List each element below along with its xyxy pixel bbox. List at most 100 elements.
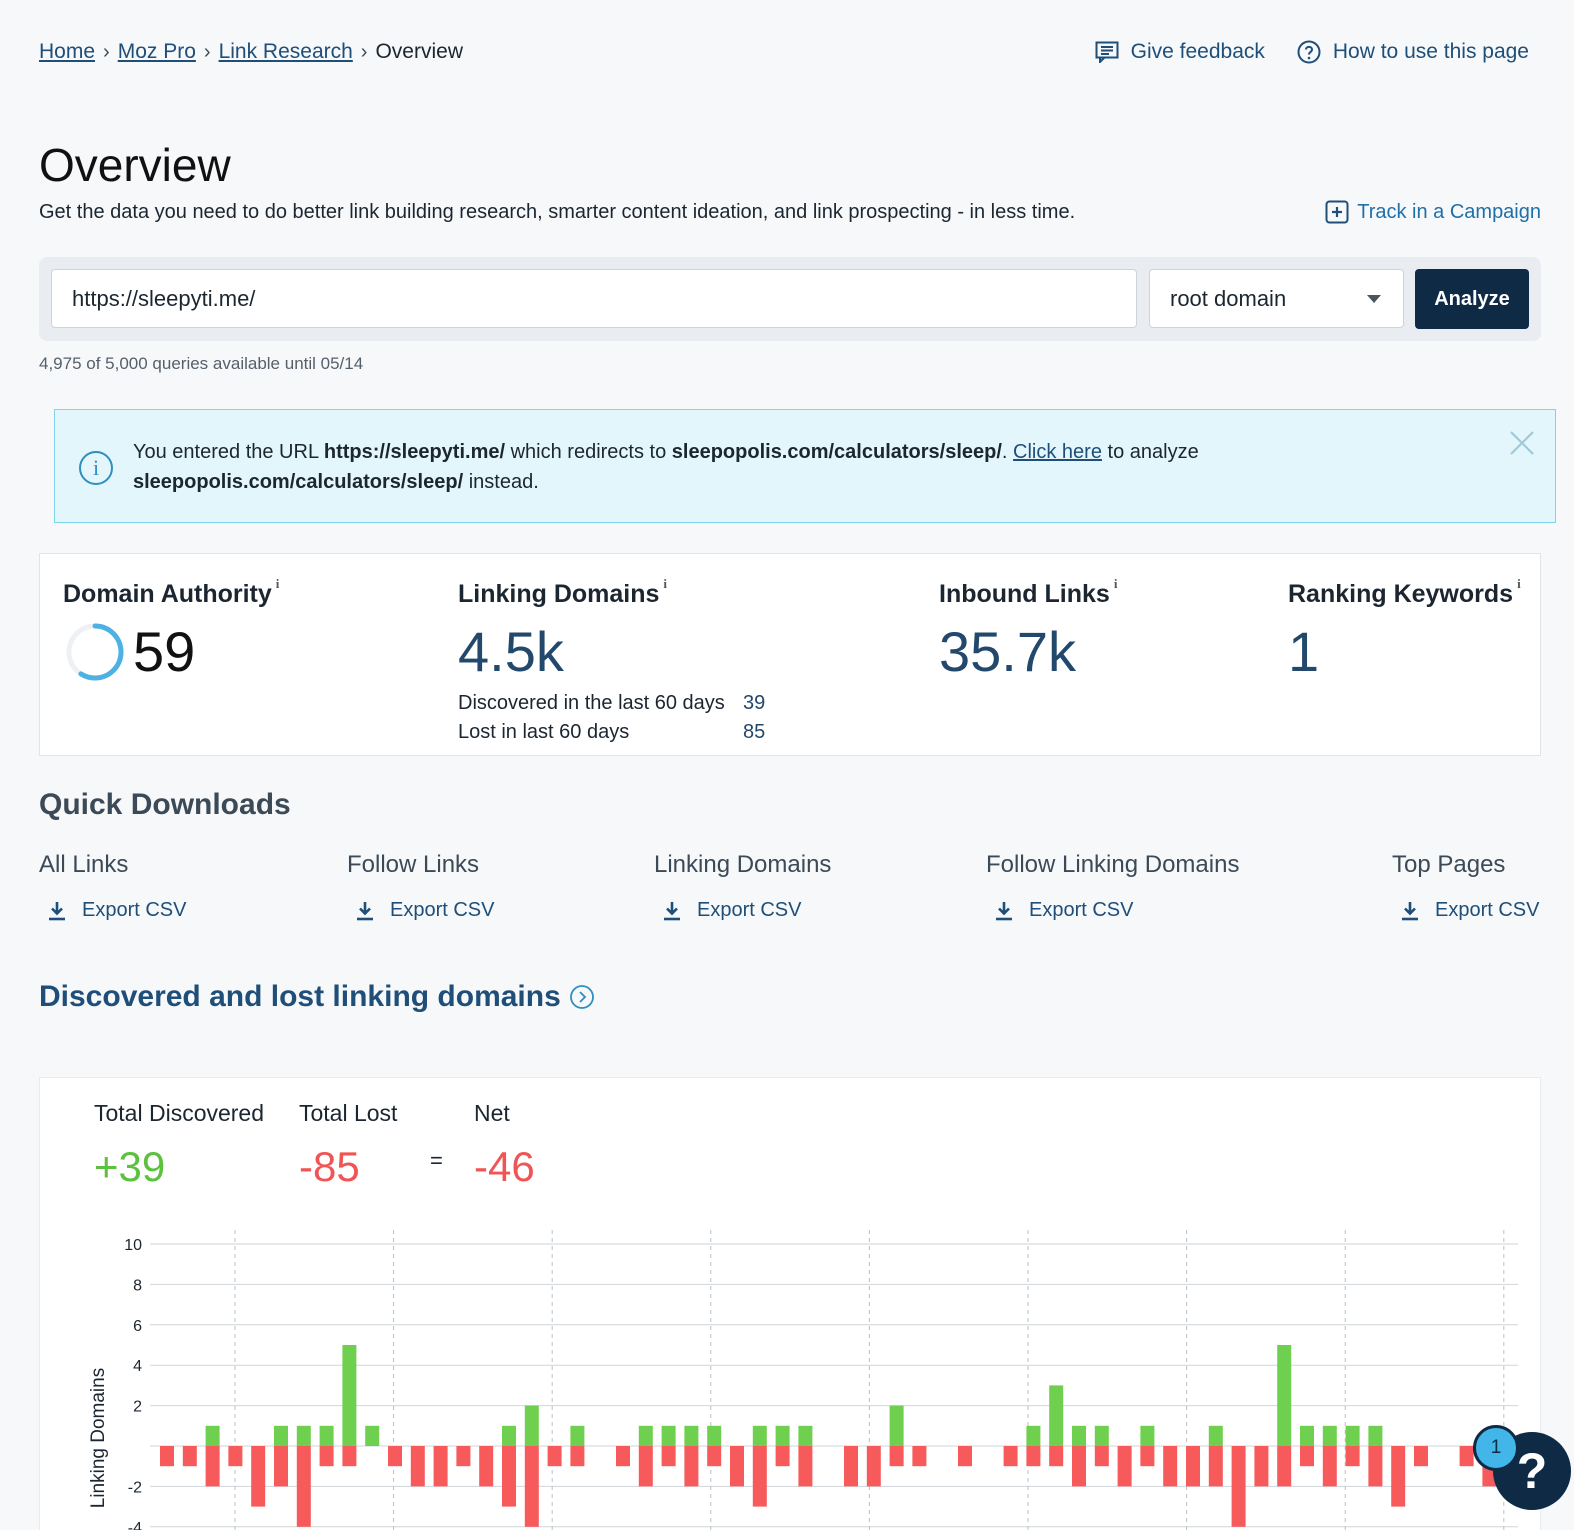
alert-redirect-url: sleepopolis.com/calculators/sleep/ bbox=[671, 441, 1002, 463]
discovered-bar bbox=[1094, 1425, 1109, 1446]
alert-text-2: which redirects to bbox=[505, 441, 672, 463]
scope-select[interactable]: root domain bbox=[1149, 269, 1404, 328]
export-csv-label: Export CSV bbox=[697, 899, 802, 921]
click-here-link[interactable]: Click here bbox=[1013, 441, 1102, 463]
lost-bar bbox=[479, 1446, 494, 1487]
metric-inbound-links: Inbound Links i 35.7k bbox=[939, 576, 1117, 684]
lost-bar bbox=[616, 1446, 630, 1467]
chevron-circle-right-icon bbox=[569, 985, 594, 1009]
lost-bar bbox=[274, 1446, 288, 1487]
export-csv-button[interactable]: Export CSV bbox=[39, 899, 186, 922]
breadcrumb-moz-pro[interactable]: Moz Pro bbox=[117, 40, 196, 63]
redirect-alert: i You entered the URL https://sleepyti.m… bbox=[54, 409, 1556, 523]
lost-bar bbox=[251, 1446, 266, 1507]
ranking-keywords-value: 1 bbox=[1288, 620, 1320, 683]
discovered-lost-section-link[interactable]: Discovered and lost linking domains bbox=[39, 980, 595, 1014]
info-icon[interactable]: i bbox=[1113, 576, 1118, 591]
breadcrumb-link-research[interactable]: Link Research bbox=[218, 40, 353, 63]
alert-message: You entered the URL https://sleepyti.me/… bbox=[133, 437, 1393, 497]
discovered-bar bbox=[1368, 1425, 1383, 1446]
lost-bar bbox=[1300, 1446, 1314, 1467]
info-icon[interactable]: i bbox=[663, 576, 668, 591]
discovered-bar bbox=[775, 1425, 790, 1446]
give-feedback-link[interactable]: Give feedback bbox=[1095, 40, 1265, 64]
lost-bar bbox=[1072, 1446, 1086, 1487]
alert-text-4: to analyze bbox=[1101, 441, 1199, 463]
lost-bar bbox=[502, 1446, 516, 1507]
page-title: Overview bbox=[39, 139, 231, 191]
download-top-pages: Top Pages Export CSV bbox=[1392, 851, 1539, 922]
inbound-links-value: 35.7k bbox=[939, 620, 1076, 683]
chevron-right-icon: › bbox=[203, 40, 211, 63]
lost-bar bbox=[570, 1446, 585, 1467]
lost-bar bbox=[1254, 1446, 1269, 1487]
lost-bar bbox=[410, 1446, 425, 1487]
lost-bar bbox=[1414, 1446, 1428, 1467]
metric-linking-domains: Linking Domains i 4.5k Discovered in the … bbox=[458, 576, 765, 744]
y-tick-label: 6 bbox=[133, 1318, 142, 1335]
export-csv-label: Export CSV bbox=[1029, 899, 1134, 921]
discovered-bar bbox=[1277, 1345, 1292, 1446]
lost-bar bbox=[1459, 1446, 1474, 1467]
discovered-bar bbox=[684, 1425, 699, 1446]
download-icon bbox=[49, 901, 65, 920]
analyze-button[interactable]: Analyze bbox=[1415, 269, 1529, 329]
close-icon[interactable] bbox=[1509, 430, 1535, 456]
lost-bar bbox=[1345, 1446, 1360, 1467]
discovered-bar bbox=[638, 1425, 653, 1446]
lost-bar bbox=[319, 1446, 334, 1467]
discovered-bar bbox=[1322, 1425, 1337, 1446]
lost-bar bbox=[730, 1446, 744, 1487]
lost-bar bbox=[456, 1446, 471, 1467]
discovered-value: 39 bbox=[743, 692, 766, 714]
track-in-campaign-link[interactable]: Track in a Campaign bbox=[1325, 200, 1541, 224]
info-icon: i bbox=[79, 451, 113, 485]
total-discovered-label: Total Discovered bbox=[94, 1100, 265, 1126]
info-icon[interactable]: i bbox=[1517, 576, 1521, 591]
total-lost-value: -85 bbox=[299, 1143, 360, 1190]
download-name: All Links bbox=[39, 851, 129, 878]
discovered-bar bbox=[342, 1345, 357, 1446]
discovered-row: Discovered in the last 60 days 39 bbox=[458, 692, 765, 715]
page-subtitle: Get the data you need to do better link … bbox=[39, 201, 1076, 223]
lost-bar bbox=[1117, 1446, 1132, 1487]
how-to-use-label: How to use this page bbox=[1332, 40, 1529, 63]
lost-bar bbox=[684, 1446, 699, 1487]
lost-bar bbox=[707, 1446, 722, 1467]
export-csv-button[interactable]: Export CSV bbox=[1392, 899, 1539, 922]
add-box-icon bbox=[1325, 200, 1349, 224]
discovered-bar bbox=[524, 1405, 539, 1446]
export-csv-button[interactable]: Export CSV bbox=[986, 899, 1239, 922]
y-tick-label: 8 bbox=[133, 1277, 142, 1294]
lost-bar bbox=[661, 1446, 676, 1467]
discovered-bar bbox=[798, 1425, 813, 1446]
caret-down-icon bbox=[1367, 295, 1381, 303]
y-axis-label: Linking Domains bbox=[88, 1368, 109, 1508]
lost-bar bbox=[160, 1446, 174, 1467]
lost-bar bbox=[182, 1446, 197, 1467]
export-csv-button[interactable]: Export CSV bbox=[654, 899, 831, 922]
alert-entered-url: https://sleepyti.me/ bbox=[323, 441, 506, 463]
top-links: Give feedback How to use this page bbox=[1095, 40, 1529, 64]
lost-bar bbox=[1231, 1446, 1246, 1527]
breadcrumb: Home › Moz Pro › Link Research › Overvie… bbox=[39, 40, 463, 64]
breadcrumb-home[interactable]: Home bbox=[39, 40, 96, 63]
url-input[interactable] bbox=[51, 269, 1137, 328]
lost-bar bbox=[342, 1446, 357, 1467]
linking-domains-value: 4.5k bbox=[458, 620, 564, 683]
lost-bar bbox=[844, 1446, 858, 1487]
linking-domains-chart-card: Total Discovered +39 Total Lost -85 = Ne… bbox=[39, 1077, 1541, 1530]
download-name: Follow Links bbox=[347, 851, 480, 878]
discovered-bar bbox=[319, 1425, 334, 1446]
domain-authority-value: 59 bbox=[133, 620, 196, 683]
how-to-use-link[interactable]: How to use this page bbox=[1297, 40, 1529, 64]
info-icon[interactable]: i bbox=[275, 576, 280, 591]
equals-sign: = bbox=[430, 1148, 443, 1173]
discovered-bar bbox=[1140, 1425, 1155, 1446]
discovered-bar bbox=[1300, 1425, 1314, 1446]
lost-bar bbox=[1003, 1446, 1018, 1467]
export-csv-button[interactable]: Export CSV bbox=[347, 899, 494, 922]
lost-bar bbox=[433, 1446, 448, 1487]
lost-bar bbox=[912, 1446, 927, 1467]
